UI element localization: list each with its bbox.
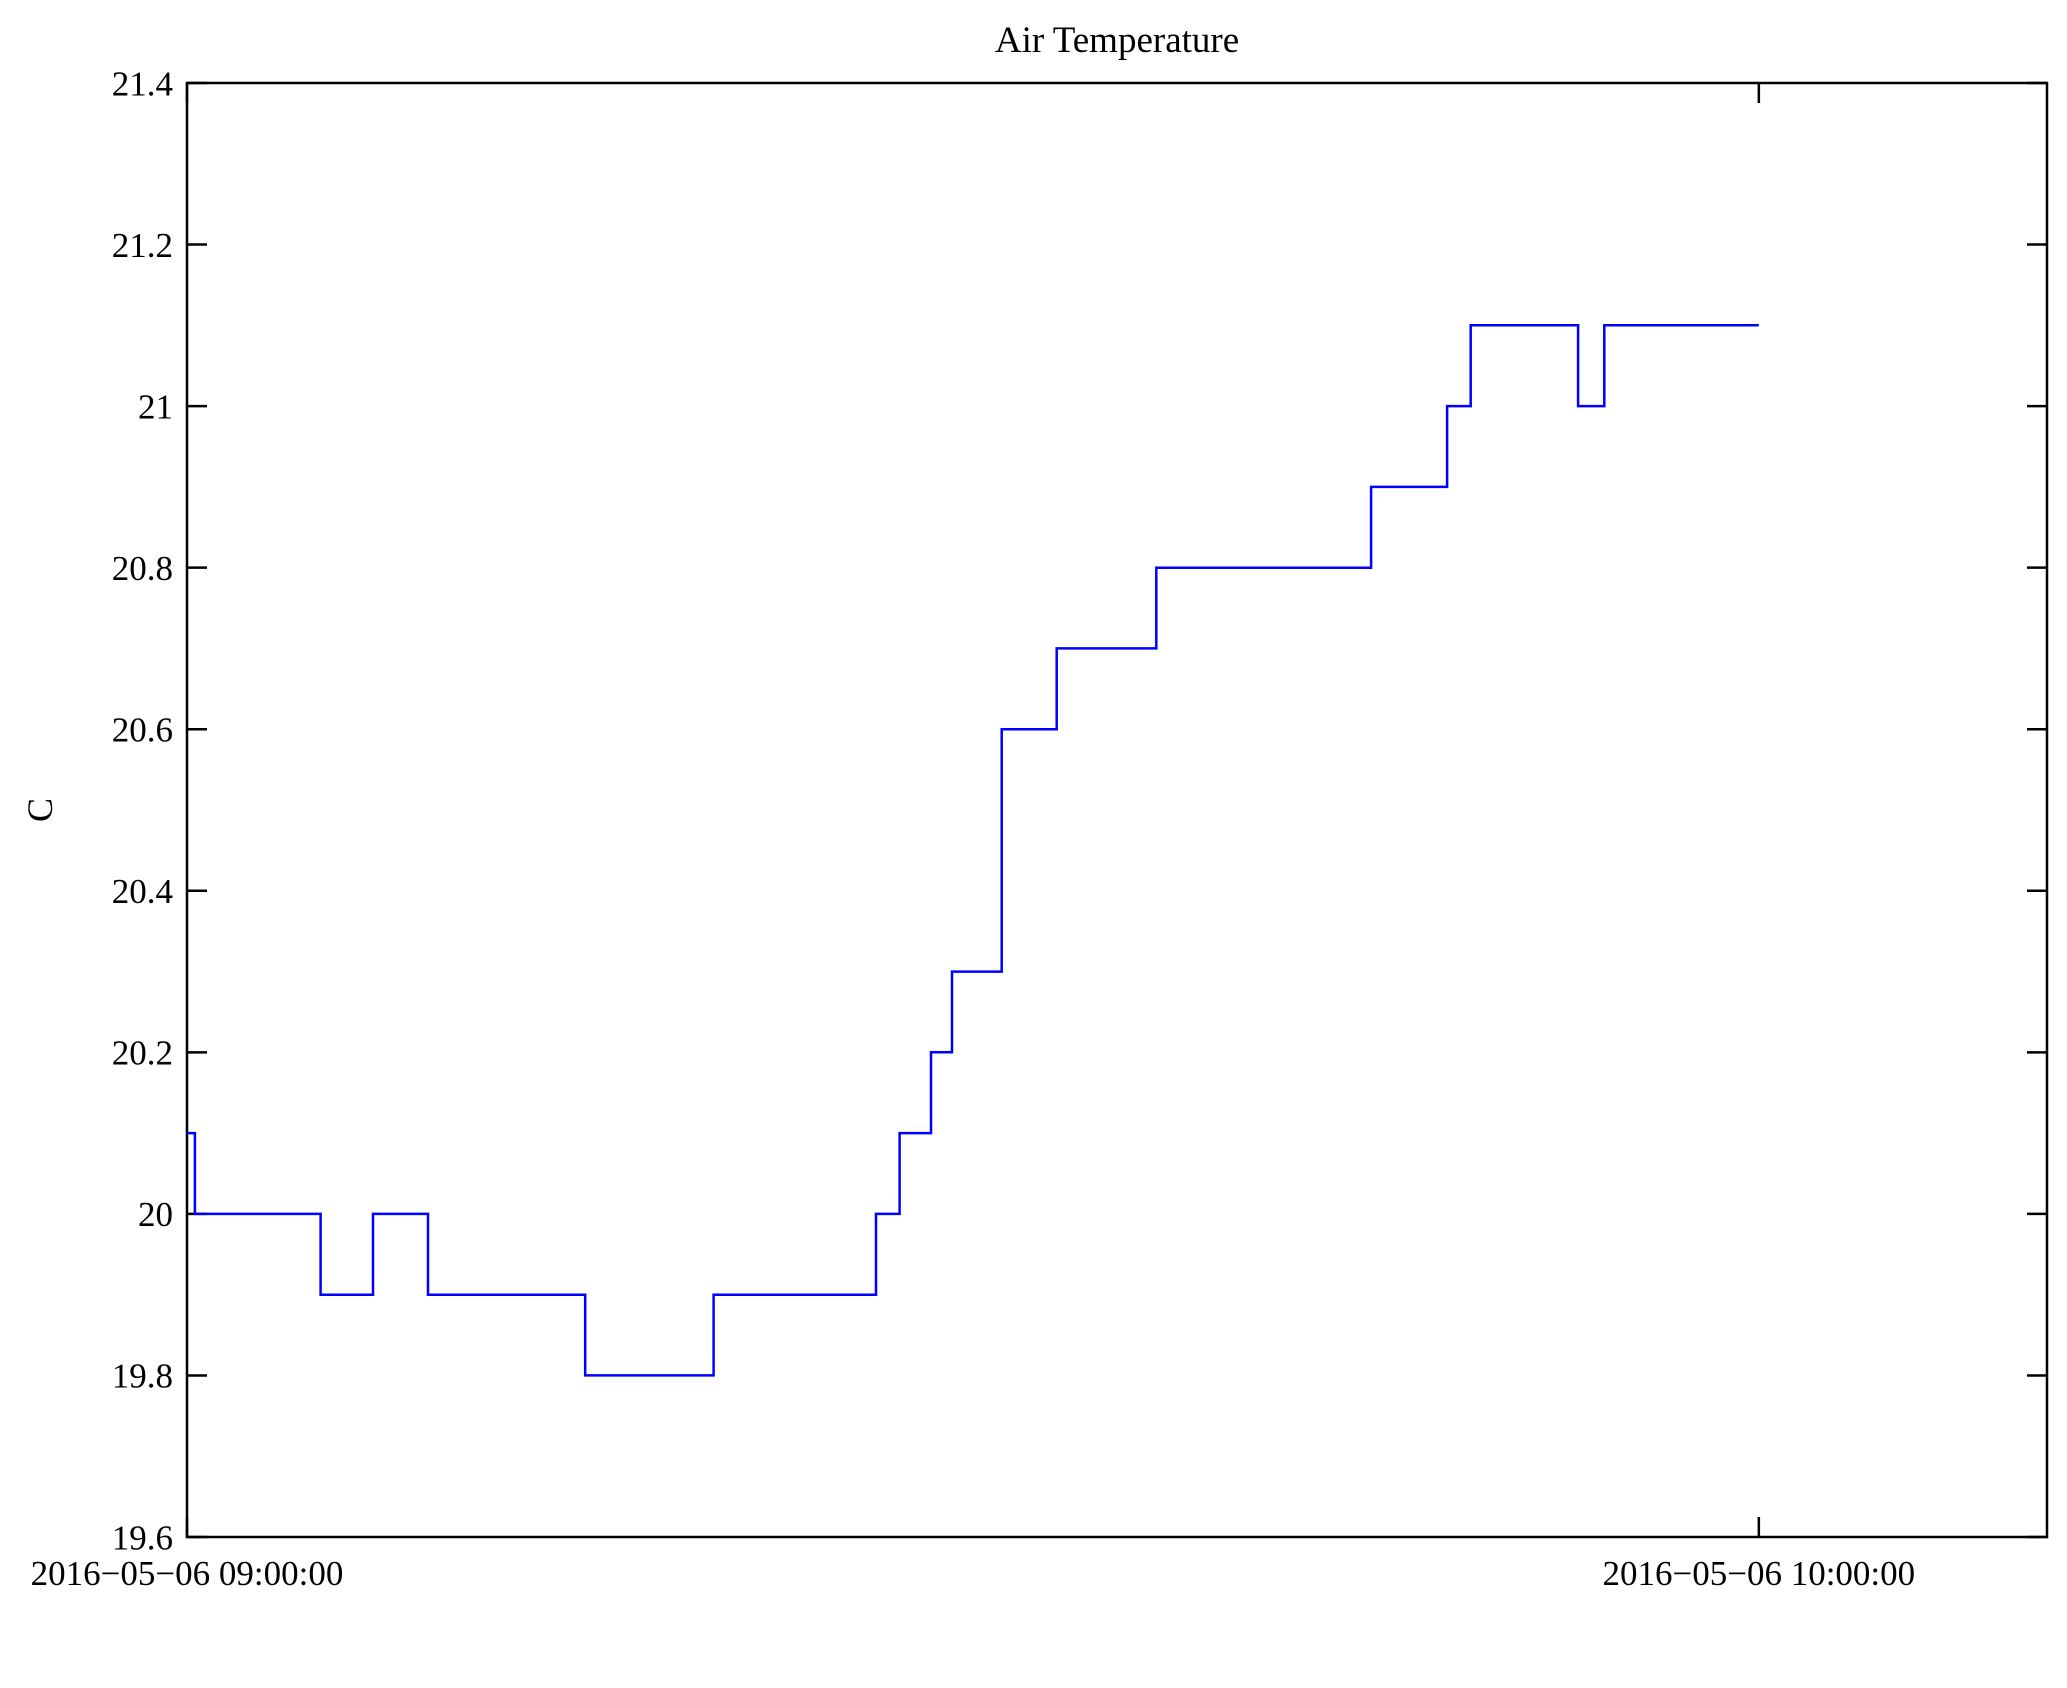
y-axis-label: C [20, 798, 60, 822]
y-tick-label: 19.6 [112, 1518, 173, 1557]
y-tick-label: 21 [138, 387, 173, 426]
y-tick-label: 20.6 [112, 710, 173, 749]
y-tick-label: 20.8 [112, 549, 173, 588]
series-layer [187, 324, 1759, 1377]
y-tick-label: 20.2 [112, 1034, 173, 1073]
temperature-step-line [187, 324, 1759, 1377]
y-tick-label: 21.4 [112, 64, 173, 103]
x-tick-label: 2016−05−06 09:00:00 [31, 1554, 344, 1593]
y-tick-label: 20.4 [112, 872, 173, 911]
y-tick-label: 19.8 [112, 1357, 173, 1396]
chart-title: Air Temperature [995, 20, 1239, 61]
y-tick-label: 20 [138, 1195, 173, 1234]
x-tick-label: 2016−05−06 10:00:00 [1602, 1554, 1915, 1593]
plot-frame [185, 81, 2049, 1539]
axes-layer: 19.6 19.8 20 20.2 20.4 20.6 20.8 21 21.2 21.4 2016… [31, 64, 2049, 1593]
y-tick-label: 21.2 [112, 226, 173, 265]
